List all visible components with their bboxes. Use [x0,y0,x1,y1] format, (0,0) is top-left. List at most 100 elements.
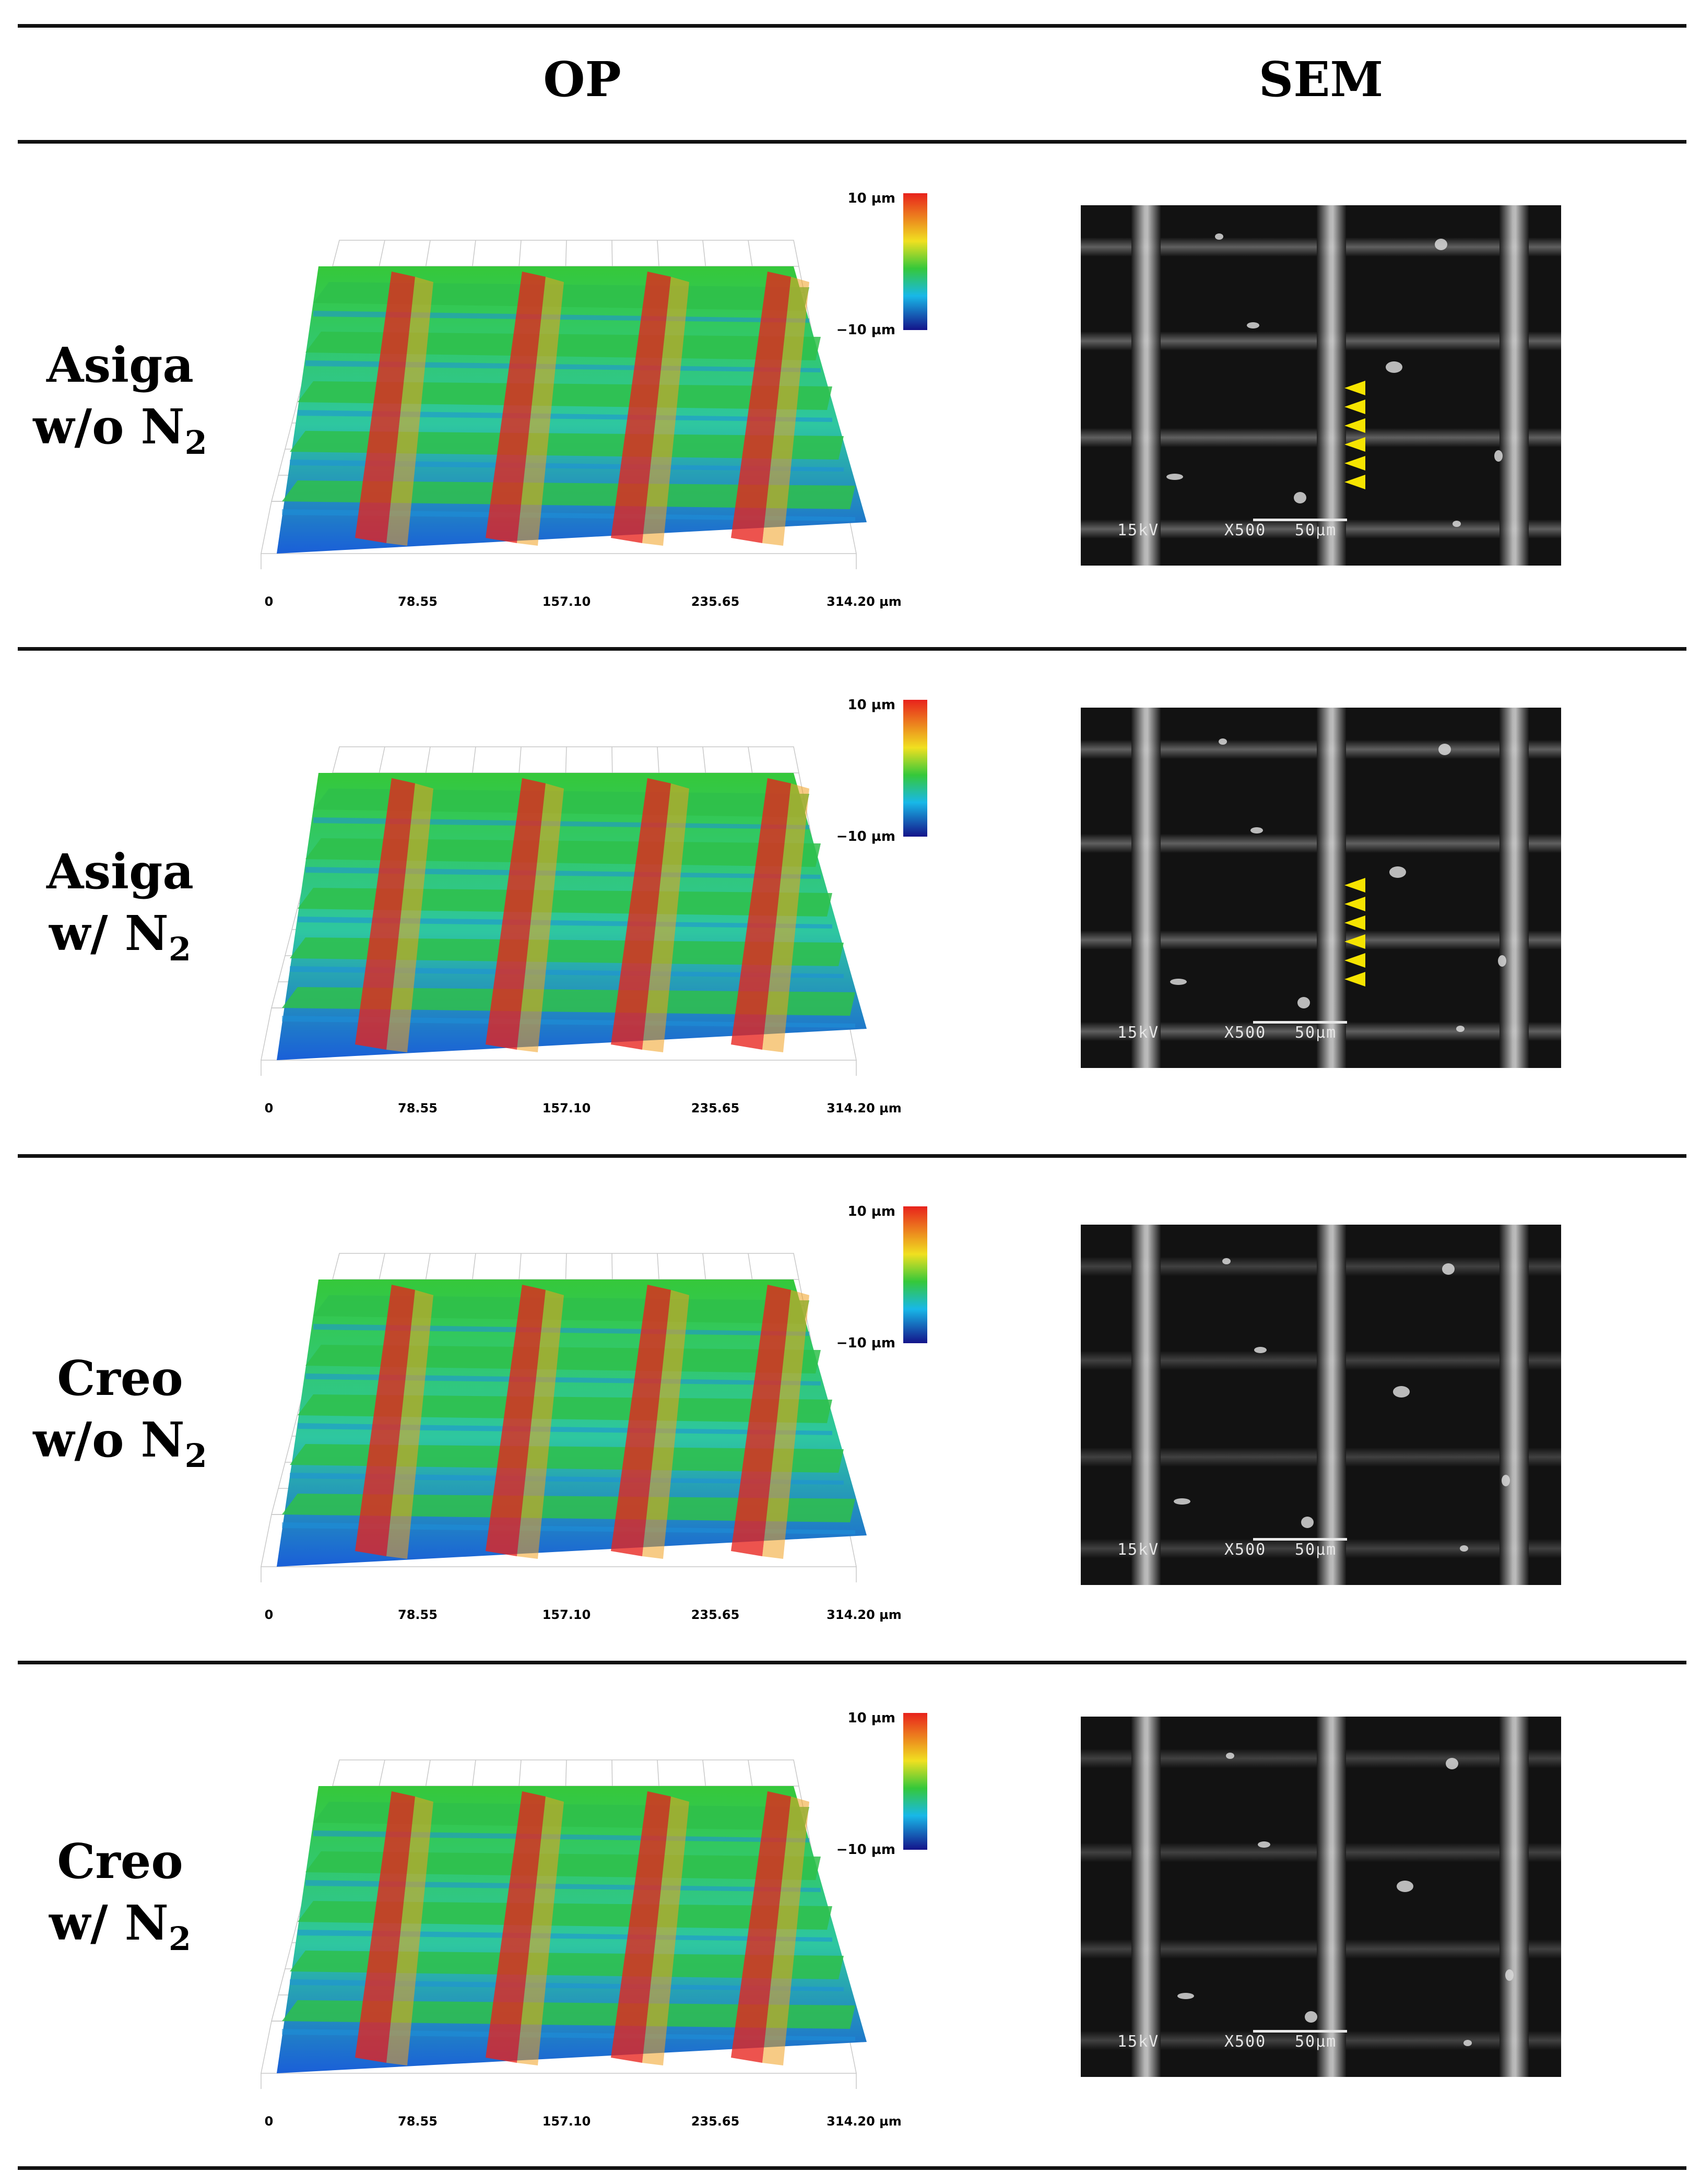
row-divider-3 [18,1661,1686,1664]
colorbar-max-label: 10 µm [848,697,895,713]
op-surface-plot-1: 10 µm −10 µm 0 78.55 157.10 235.65 314.20 µm [209,178,940,627]
sem-voltage-label: 15kV [1117,1541,1159,1559]
x-tick-label: 0 [265,1607,274,1622]
x-tick-label: 157.10 [542,1607,591,1622]
sem-scale-label: 50µm [1295,1024,1337,1042]
op-surface-plot-2: 10 µm −10 µm 0 78.55 157.10 235.65 314.20 µm [209,684,940,1133]
row-divider-2 [18,1154,1686,1158]
x-tick-label: 0 [265,594,274,609]
row-label-1-subscript: 2 [184,424,207,462]
row-label-4-subscript: 2 [168,1920,192,1958]
yellow-arrow-icon [1344,972,1365,987]
yellow-arrow-icon [1344,897,1365,911]
sem-image [1081,708,1561,1068]
x-tick-label: 78.55 [398,1101,438,1116]
row-label-3-line1: Creo [57,1350,183,1406]
row-label-4-line2: w/ N2 [10,1892,230,1955]
yellow-arrow-icon [1344,953,1365,968]
row-label-2-subscript: 2 [168,930,192,968]
x-tick-label: 157.10 [542,2114,591,2129]
sem-image [1081,205,1561,566]
yellow-arrow-icon [1344,381,1365,395]
sem-scale-bar [1253,2030,1347,2033]
sem-info-bar: 15kV X500 50µm [1117,1021,1347,1042]
row-label-2: Asiga w/ N2 [10,841,230,966]
op-x-axis: 0 78.55 157.10 235.65 314.20 µm [265,2114,902,2129]
colorbar-min-label: −10 µm [836,1842,895,1858]
yellow-arrow-icon [1344,934,1365,949]
x-tick-label: 235.65 [691,1101,740,1116]
sem-scale-label: 50µm [1295,2033,1337,2051]
sem-column-header: SEM [1258,51,1384,108]
colorbar-max-label: 10 µm [848,191,895,206]
sem-micrograph-1: 15kV X500 50µm [1081,205,1561,566]
sem-info-bar: 15kV X500 50µm [1117,1538,1347,1559]
row-label-2-line1: Asiga [46,843,194,900]
row-label-4-prefix: w/ N [49,1895,169,1951]
row-label-1-line2: w/o N2 [10,396,230,459]
colorbar-max-label: 10 µm [848,1710,895,1726]
sem-scale-label: 50µm [1295,1541,1337,1559]
table-bottom-rule [18,2166,1686,2170]
sem-voltage-label: 15kV [1117,2033,1159,2051]
colorbar-min-label: −10 µm [836,322,895,338]
op-colorbar: 10 µm −10 µm [836,1710,927,1858]
header-rule [18,140,1686,144]
sem-info-bar: 15kV X500 50µm [1117,519,1347,539]
sem-voltage-label: 15kV [1117,1024,1159,1042]
x-tick-label: 235.65 [691,2114,740,2129]
yellow-arrow-icon [1344,878,1365,893]
sem-image [1081,1225,1561,1585]
sem-magnification-label: X500 [1224,1541,1266,1559]
op-colorbar: 10 µm −10 µm [836,697,927,844]
yellow-arrow-icon [1344,400,1365,414]
op-colorbar: 10 µm −10 µm [836,191,927,338]
row-label-4-line1: Creo [57,1833,183,1889]
op-x-axis: 0 78.55 157.10 235.65 314.20 µm [265,594,902,609]
row-label-1: Asiga w/o N2 [10,334,230,459]
sem-magnification-label: X500 [1224,521,1266,539]
op-x-axis: 0 78.55 157.10 235.65 314.20 µm [265,1101,902,1116]
op-surface-plot-3: 10 µm −10 µm 0 78.55 157.10 235.65 314.20 µm [209,1191,940,1640]
x-tick-label: 157.10 [542,594,591,609]
x-tick-label: 235.65 [691,594,740,609]
op-height-surface [277,266,867,554]
row-label-2-line2: w/ N2 [10,902,230,966]
row-label-2-prefix: w/ N [49,905,169,961]
op-height-surface [277,1279,867,1567]
row-label-1-line1: Asiga [46,337,194,393]
x-tick-label: 78.55 [398,2114,438,2129]
sem-scale-label: 50µm [1295,521,1337,539]
yellow-arrow-icon [1344,418,1365,433]
sem-micrograph-3: 15kV X500 50µm [1081,1225,1561,1585]
sem-magnification-label: X500 [1224,1024,1266,1042]
x-tick-label: 314.20 µm [827,2114,902,2129]
row-label-3-line2: w/o N2 [10,1409,230,1472]
op-x-axis: 0 78.55 157.10 235.65 314.20 µm [265,1607,902,1622]
x-tick-label: 157.10 [542,1101,591,1116]
op-height-surface [277,1786,867,2073]
x-tick-label: 0 [265,1101,274,1116]
row-label-3-prefix: w/o N [33,1412,185,1468]
sem-micrograph-2: 15kV X500 50µm [1081,708,1561,1068]
op-colorbar: 10 µm −10 µm [836,1204,927,1351]
x-tick-label: 314.20 µm [827,1607,902,1622]
colorbar-max-label: 10 µm [848,1204,895,1219]
op-column-header: OP [543,51,621,108]
sem-scale-bar [1253,1538,1347,1541]
colorbar-min-label: −10 µm [836,1335,895,1351]
x-tick-label: 0 [265,2114,274,2129]
row-label-3-subscript: 2 [184,1437,207,1475]
sem-voltage-label: 15kV [1117,521,1159,539]
op-surface-plot-4: 10 µm −10 µm 0 78.55 157.10 235.65 314.20 µm [209,1697,940,2146]
x-tick-label: 235.65 [691,1607,740,1622]
x-tick-label: 314.20 µm [827,1101,902,1116]
yellow-arrow-icon [1344,915,1365,930]
sem-scale-bar [1253,519,1347,521]
row-label-4: Creo w/ N2 [10,1830,230,1955]
sem-arrow-markers [1344,878,1365,987]
yellow-arrow-icon [1344,437,1365,452]
x-tick-label: 314.20 µm [827,594,902,609]
sem-magnification-label: X500 [1224,2033,1266,2051]
x-tick-label: 78.55 [398,594,438,609]
